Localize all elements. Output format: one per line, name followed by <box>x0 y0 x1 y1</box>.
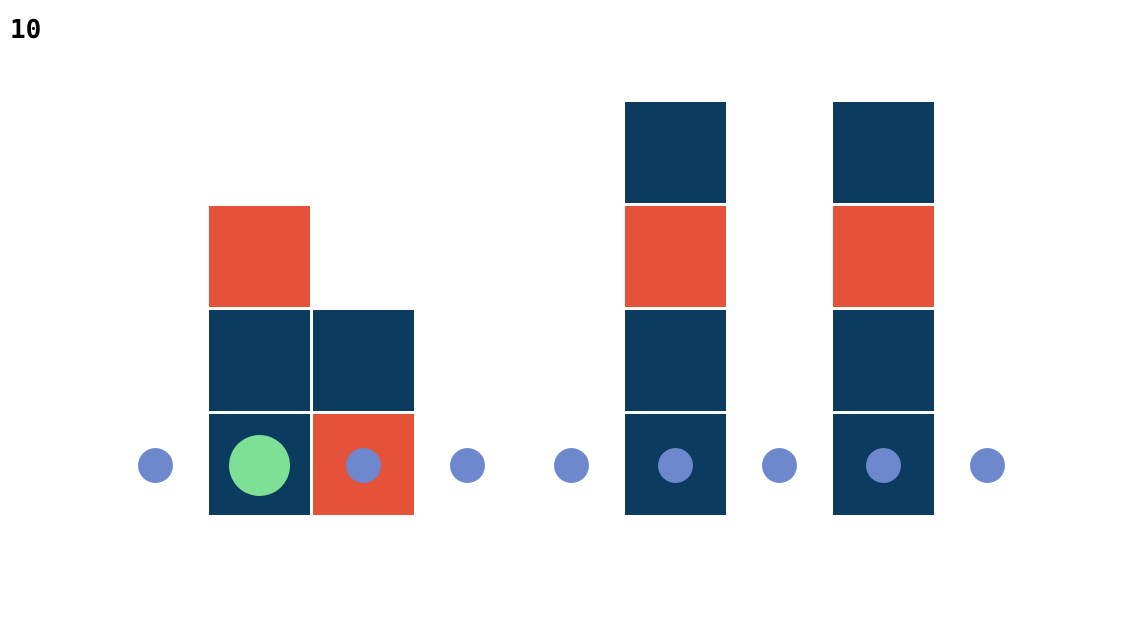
dark-block <box>833 310 934 411</box>
dark-block <box>625 310 726 411</box>
dark-block <box>625 102 726 203</box>
target-dot <box>553 447 589 483</box>
player-ball <box>228 434 290 496</box>
score-counter: 10 <box>10 15 42 45</box>
target-dot <box>657 447 693 483</box>
target-dot <box>969 447 1005 483</box>
red-block <box>833 206 934 307</box>
red-block <box>625 206 726 307</box>
target-dot <box>865 447 901 483</box>
target-dot <box>137 447 173 483</box>
target-dot <box>345 447 381 483</box>
target-dot <box>449 447 485 483</box>
dark-block <box>833 102 934 203</box>
red-block <box>209 206 310 307</box>
dark-block <box>313 310 414 411</box>
target-dot <box>761 447 797 483</box>
dark-block <box>209 310 310 411</box>
